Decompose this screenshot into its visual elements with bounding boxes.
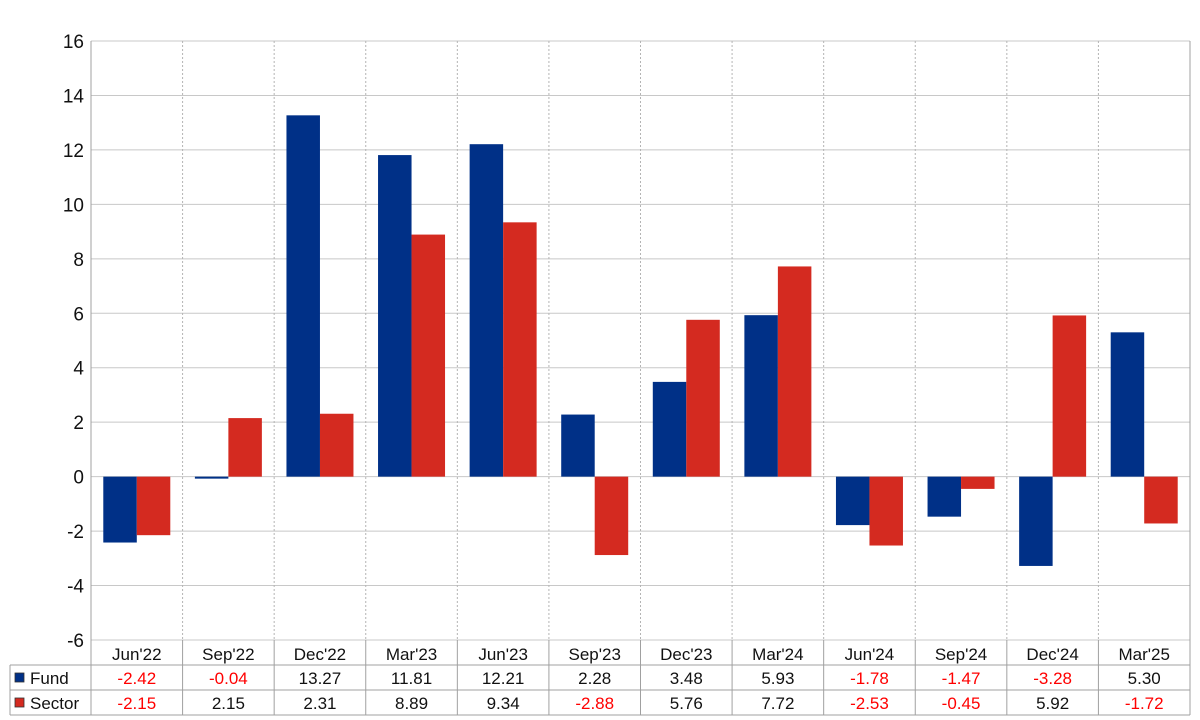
category-label: Sep'23 [569,645,621,664]
data-label: -0.04 [209,669,248,688]
y-tick-label: 16 [63,32,84,53]
legend-swatch-sector [14,697,25,708]
bar-sector [686,319,720,477]
legend-label-fund: Fund [30,669,69,688]
category-label: Jun'24 [845,645,895,664]
category-label: Jun'22 [112,645,162,664]
bar-fund [378,155,412,477]
data-label: -1.72 [1125,694,1164,713]
grid-lines [90,40,1191,715]
data-label: -2.88 [575,694,614,713]
y-tick-label: 0 [73,468,84,489]
bars [103,115,1178,566]
y-tick-label: 14 [63,86,85,107]
data-label: -2.53 [850,694,889,713]
data-label: 7.72 [761,694,794,713]
bar-fund [927,476,962,517]
data-label: 13.27 [299,669,342,688]
bar-sector [411,234,446,477]
bar-sector [319,413,354,477]
category-label: Sep'24 [935,645,987,664]
category-label: Mar'25 [1118,645,1169,664]
bar-sector [961,476,995,489]
category-label: Mar'24 [752,645,803,664]
bar-fund [286,115,320,477]
bar-sector [594,476,629,556]
bar-fund [469,144,504,477]
y-axis: 16 14 12 10 8 6 4 2 0 -2 -4 -6 [63,32,85,652]
category-label: Dec'22 [294,645,346,664]
y-tick-label: 10 [63,195,84,216]
bar-fund [1110,332,1145,477]
y-tick-label: -2 [67,522,84,543]
category-label: Mar'23 [386,645,437,664]
bar-fund [835,476,870,526]
data-label: 11.81 [391,669,432,688]
bar-fund [561,414,595,477]
data-label: -1.78 [850,669,889,688]
data-label: -1.47 [942,669,981,688]
y-tick-label: 12 [63,141,84,162]
data-table: Jun'22 Sep'22 Dec'22 Mar'23 Jun'23 Sep'23 Dec'… [9,645,1190,716]
data-label: -2.42 [117,669,156,688]
bar-fund [1019,476,1053,566]
bar-fund [194,476,229,479]
bar-fund [744,315,778,477]
data-label: -3.28 [1033,669,1072,688]
y-tick-label: -6 [67,631,84,652]
bar-sector [228,418,262,477]
bar-sector [777,266,812,477]
category-label: Jun'23 [478,645,528,664]
data-label: -0.45 [942,694,981,713]
bar-sector [869,476,903,546]
bar-sector [1052,315,1087,477]
data-label: 2.28 [578,669,611,688]
category-label: Dec'24 [1026,645,1078,664]
bar-fund [103,476,137,543]
category-label: Dec'23 [660,645,712,664]
category-label: Sep'22 [202,645,254,664]
bar-fund [652,381,687,477]
data-label: 9.34 [487,694,520,713]
data-label: 2.15 [212,694,245,713]
data-label: 8.89 [395,694,428,713]
data-label: 2.31 [303,694,336,713]
y-tick-label: 8 [73,250,84,271]
bar-sector [136,476,171,536]
bar-sector [1144,476,1178,524]
y-tick-label: 6 [73,304,84,325]
data-label: -2.15 [117,694,156,713]
legend-swatch-fund [14,672,25,683]
data-label: 12.21 [482,669,525,688]
bar-sector [503,222,537,477]
y-tick-label: 2 [73,413,84,434]
data-label: 3.48 [670,669,703,688]
y-tick-label: -4 [67,577,84,598]
legend-label-sector: Sector [30,694,79,713]
data-label: 5.92 [1036,694,1069,713]
data-label: 5.30 [1128,669,1161,688]
y-tick-label: 4 [73,359,84,380]
data-label: 5.76 [670,694,703,713]
data-label: 5.93 [761,669,794,688]
